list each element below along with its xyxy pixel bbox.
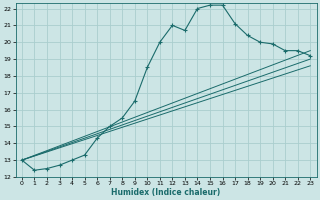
X-axis label: Humidex (Indice chaleur): Humidex (Indice chaleur) xyxy=(111,188,221,197)
